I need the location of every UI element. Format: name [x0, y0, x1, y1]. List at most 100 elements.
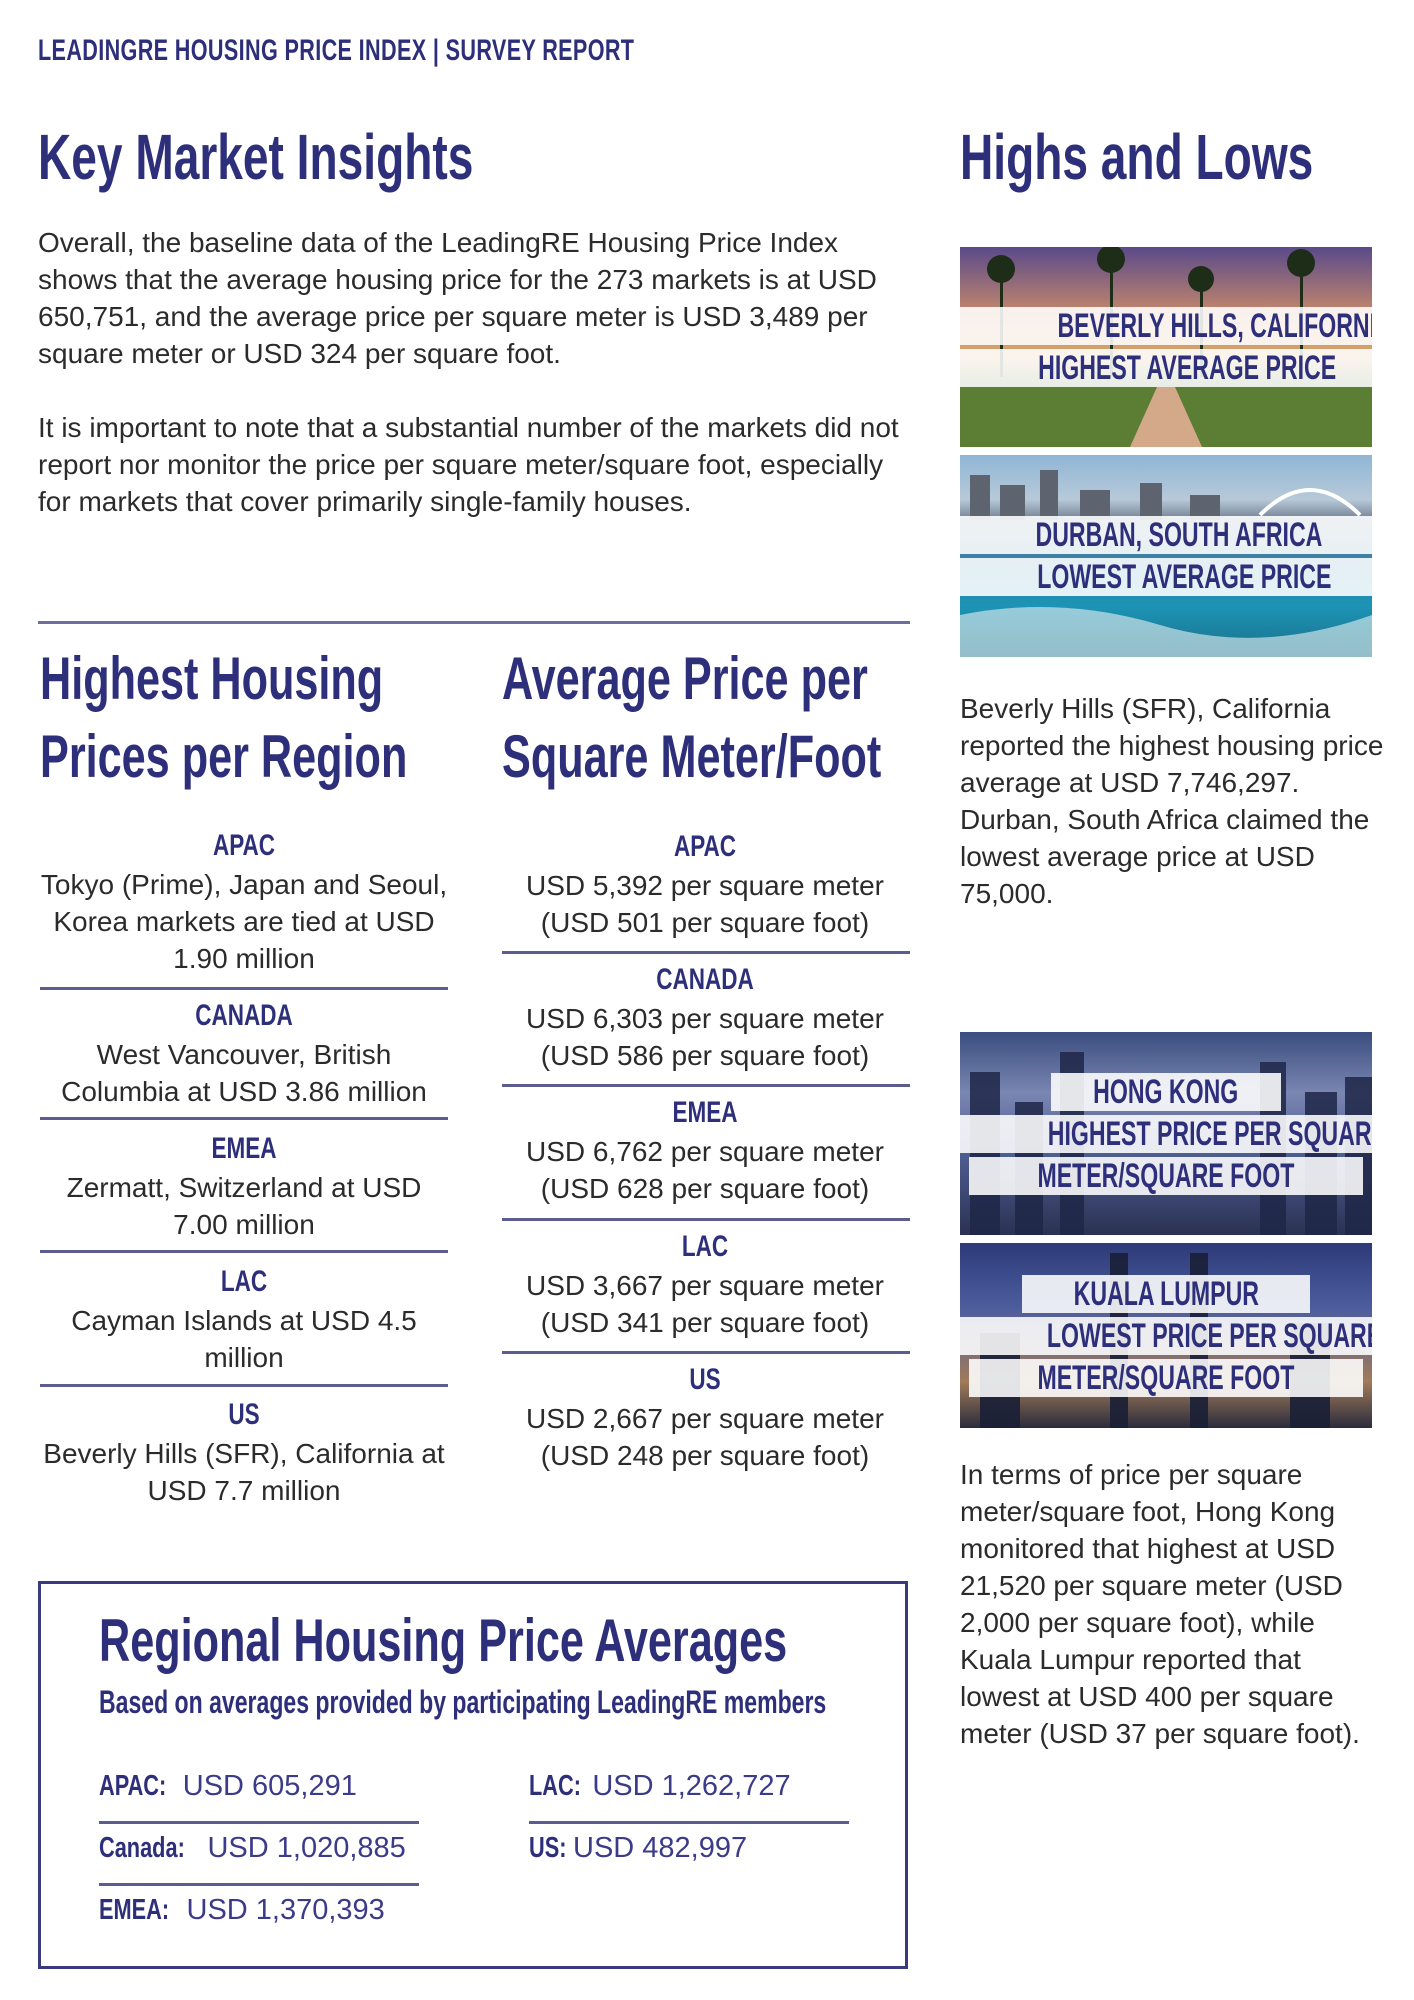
- region-label: LAC: [220, 1265, 268, 1298]
- header-divider: |: [432, 34, 440, 67]
- avg-label: US:: [529, 1832, 567, 1864]
- caption-line-3: METER/SQUARE FOOT: [1037, 1156, 1295, 1195]
- highest-region-us: US Beverly Hills (SFR), California at US…: [38, 1395, 450, 1509]
- avg-sqm-title-line-2: Square Meter/Foot: [502, 723, 882, 790]
- sqm-meter: USD 6,762 per square meter: [526, 1136, 884, 1167]
- avg-canada: Canada: USD 1,020,885: [99, 1832, 406, 1865]
- avg-sqm-title: Average Price per Square Meter/Foot: [502, 640, 881, 796]
- caption-line-1: KUALA LUMPUR: [1073, 1274, 1259, 1313]
- avg-label: LAC:: [529, 1770, 581, 1802]
- avg-lac: LAC: USD 1,262,727: [529, 1770, 791, 1803]
- region-label: APAC: [212, 829, 276, 862]
- caption-line-2: HIGHEST AVERAGE PRICE: [1038, 349, 1337, 387]
- sqm-foot: (USD 248 per square foot): [540, 1440, 870, 1471]
- kuala-lumpur-caption: KUALA LUMPUR LOWEST PRICE PER SQUARE MET…: [960, 1273, 1372, 1399]
- avg-us: US: USD 482,997: [529, 1832, 747, 1865]
- region-text: Cayman Islands at USD 4.5 million: [71, 1305, 417, 1373]
- sqm-region-lac: LAC USD 3,667 per square meter (USD 341 …: [495, 1227, 915, 1341]
- regional-averages-subtitle: Based on averages provided by participat…: [99, 1684, 827, 1720]
- caption-line-1: DURBAN, SOUTH AFRICA: [1035, 516, 1323, 554]
- region-separator: [502, 951, 910, 954]
- sqm-foot: (USD 586 per square foot): [540, 1040, 870, 1071]
- caption-line-2: LOWEST PRICE PER SQUARE: [1046, 1316, 1372, 1355]
- region-label: CANADA: [195, 999, 293, 1032]
- region-label: US: [689, 1363, 721, 1396]
- key-insights-paragraph-1: Overall, the baseline data of the Leadin…: [38, 227, 877, 369]
- caption-line-1: HONG KONG: [1093, 1072, 1239, 1111]
- highest-prices-title-line-1: Highest Housing: [40, 645, 384, 712]
- sqm-meter: USD 6,303 per square meter: [526, 1003, 884, 1034]
- sqm-meter: USD 2,667 per square meter: [526, 1403, 884, 1434]
- highest-prices-title: Highest Housing Prices per Region: [40, 640, 407, 796]
- sqm-meter: USD 3,667 per square meter: [526, 1270, 884, 1301]
- region-text: Beverly Hills (SFR), California at USD 7…: [43, 1438, 445, 1506]
- highest-prices-title-line-2: Prices per Region: [40, 723, 408, 790]
- section-divider: [38, 621, 910, 624]
- sqm-foot: (USD 341 per square foot): [540, 1307, 870, 1338]
- region-label: APAC: [673, 830, 737, 863]
- avg-value: USD 605,291: [182, 1770, 357, 1802]
- avg-label: EMEA:: [99, 1894, 170, 1926]
- region-separator: [40, 1250, 448, 1253]
- durban-caption: DURBAN, SOUTH AFRICA LOWEST AVERAGE PRIC…: [960, 514, 1372, 598]
- highest-region-emea: EMEA Zermatt, Switzerland at USD 7.00 mi…: [38, 1129, 450, 1243]
- region-separator: [40, 1117, 448, 1120]
- region-label: LAC: [681, 1230, 729, 1263]
- sqm-region-apac: APAC USD 5,392 per square meter (USD 501…: [495, 827, 915, 941]
- palm-trees-graphic: [960, 247, 1372, 447]
- sqm-foot: (USD 501 per square foot): [540, 907, 870, 938]
- region-text: Tokyo (Prime), Japan and Seoul, Korea ma…: [40, 869, 448, 974]
- avg-value: USD 1,370,393: [186, 1894, 385, 1926]
- highs-lows-text-2: In terms of price per square meter/squar…: [960, 1459, 1360, 1749]
- regional-averages-title: Regional Housing Price Averages: [99, 1607, 788, 1674]
- avg-value: USD 1,262,727: [592, 1770, 791, 1802]
- region-text: Zermatt, Switzerland at USD 7.00 million: [66, 1172, 422, 1240]
- kuala-lumpur-photo: KUALA LUMPUR LOWEST PRICE PER SQUARE MET…: [960, 1243, 1372, 1428]
- hong-kong-photo: HONG KONG HIGHEST PRICE PER SQUARE METER…: [960, 1032, 1372, 1235]
- highest-region-canada: CANADA West Vancouver, British Columbia …: [38, 996, 450, 1110]
- avg-emea: EMEA: USD 1,370,393: [99, 1894, 385, 1927]
- region-separator: [40, 987, 448, 990]
- avg-label: APAC:: [99, 1770, 167, 1802]
- highest-region-apac: APAC Tokyo (Prime), Japan and Seoul, Kor…: [38, 826, 450, 977]
- durban-photo: DURBAN, SOUTH AFRICA LOWEST AVERAGE PRIC…: [960, 455, 1372, 657]
- hong-kong-caption: HONG KONG HIGHEST PRICE PER SQUARE METER…: [960, 1071, 1372, 1197]
- avg-separator: [99, 1821, 419, 1824]
- caption-line-1: BEVERLY HILLS, CALIFORNIA, US: [1057, 307, 1372, 345]
- beverly-hills-photo: BEVERLY HILLS, CALIFORNIA, US HIGHEST AV…: [960, 247, 1372, 447]
- avg-value: USD 482,997: [573, 1832, 748, 1864]
- header-section: SURVEY REPORT: [445, 34, 635, 67]
- region-text: West Vancouver, British Columbia at USD …: [61, 1039, 427, 1107]
- region-label: CANADA: [656, 963, 754, 996]
- avg-separator: [529, 1821, 849, 1824]
- region-separator: [502, 1084, 910, 1087]
- avg-label: Canada:: [99, 1832, 185, 1864]
- avg-apac: APAC: USD 605,291: [99, 1770, 357, 1803]
- highs-lows-text-1: Beverly Hills (SFR), California reported…: [960, 693, 1384, 909]
- key-insights-title: Key Market Insights: [38, 121, 474, 193]
- region-label: US: [228, 1398, 260, 1431]
- region-separator: [502, 1351, 910, 1354]
- sqm-region-us: US USD 2,667 per square meter (USD 248 p…: [495, 1360, 915, 1474]
- avg-sqm-title-line-1: Average Price per: [502, 645, 868, 712]
- sqm-region-emea: EMEA USD 6,762 per square meter (USD 628…: [495, 1093, 915, 1207]
- sqm-foot: (USD 628 per square foot): [540, 1173, 870, 1204]
- city-skyline-graphic: [960, 470, 1372, 657]
- region-separator: [40, 1384, 448, 1387]
- region-label: EMEA: [672, 1096, 738, 1129]
- caption-line-2: LOWEST AVERAGE PRICE: [1037, 558, 1332, 596]
- region-separator: [502, 1218, 910, 1221]
- report-header: LEADINGRE HOUSING PRICE INDEX | SURVEY R…: [38, 34, 634, 68]
- key-insights-body: Overall, the baseline data of the Leadin…: [38, 224, 918, 557]
- beverly-hills-caption: BEVERLY HILLS, CALIFORNIA, US HIGHEST AV…: [960, 305, 1372, 389]
- highs-lows-title: Highs and Lows: [960, 121, 1314, 193]
- sqm-meter: USD 5,392 per square meter: [526, 870, 884, 901]
- caption-line-3: METER/SQUARE FOOT: [1037, 1358, 1295, 1397]
- highest-region-lac: LAC Cayman Islands at USD 4.5 million: [38, 1262, 450, 1376]
- avg-separator: [99, 1883, 419, 1886]
- avg-value: USD 1,020,885: [207, 1832, 406, 1864]
- regional-averages-box: Regional Housing Price Averages Based on…: [38, 1581, 908, 1969]
- header-brand: LEADINGRE HOUSING PRICE INDEX: [38, 34, 427, 67]
- sqm-region-canada: CANADA USD 6,303 per square meter (USD 5…: [495, 960, 915, 1074]
- region-label: EMEA: [211, 1132, 277, 1165]
